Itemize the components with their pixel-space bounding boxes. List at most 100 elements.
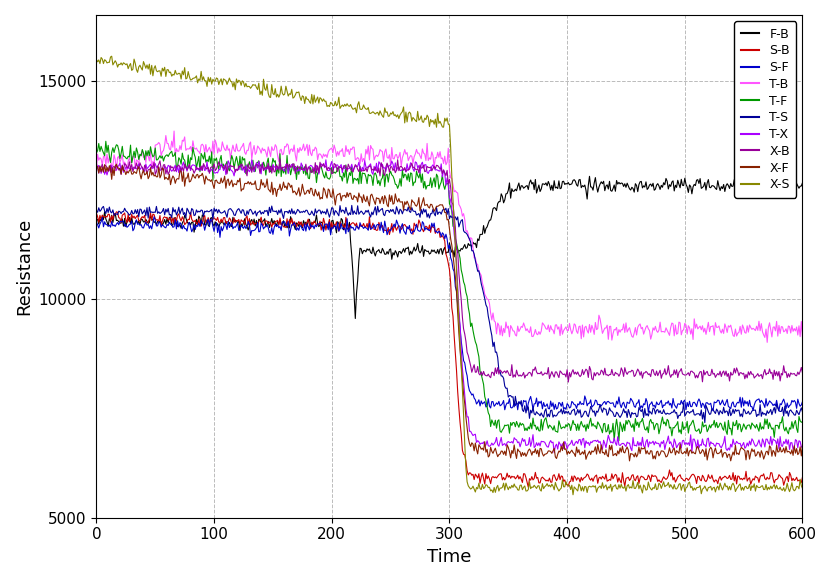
S-B <box>92 210 102 217</box>
T-B <box>225 145 235 152</box>
X-S <box>568 492 578 498</box>
Line: T-X: T-X <box>97 160 803 453</box>
F-B <box>753 183 763 190</box>
T-B <box>655 318 665 325</box>
T-S <box>798 408 808 415</box>
X-F <box>325 193 335 200</box>
T-S <box>700 419 710 426</box>
T-F <box>325 173 335 180</box>
X-B <box>223 163 233 170</box>
T-B <box>92 166 102 173</box>
T-S <box>655 407 665 414</box>
T-B <box>798 334 808 341</box>
X-S <box>656 485 666 492</box>
S-F <box>149 213 159 220</box>
Line: T-F: T-F <box>97 141 803 441</box>
X-B <box>753 370 763 377</box>
X-B <box>563 379 573 386</box>
T-S <box>347 202 357 209</box>
Line: S-B: S-B <box>97 212 803 487</box>
T-B <box>136 150 146 157</box>
T-F <box>101 138 111 145</box>
S-F <box>92 218 102 225</box>
S-F <box>798 398 808 405</box>
X-F <box>656 447 666 454</box>
T-S <box>777 404 787 411</box>
T-F <box>225 167 235 174</box>
T-X <box>549 449 559 456</box>
T-F <box>798 418 808 425</box>
Y-axis label: Resistance: Resistance <box>15 218 33 315</box>
T-X <box>325 162 335 168</box>
T-X <box>798 443 808 450</box>
X-B <box>92 160 102 167</box>
S-F <box>643 409 653 416</box>
S-B <box>753 475 763 482</box>
Line: F-B: F-B <box>97 176 803 318</box>
X-S <box>92 56 102 63</box>
Line: X-B: X-B <box>97 159 803 382</box>
F-B <box>585 173 595 180</box>
T-B <box>169 128 179 135</box>
X-F <box>137 170 147 177</box>
S-B <box>798 474 808 480</box>
T-B <box>751 323 761 330</box>
T-F <box>656 419 666 426</box>
Line: X-S: X-S <box>97 56 803 495</box>
S-F <box>325 231 335 238</box>
X-F <box>111 161 121 168</box>
X-S <box>225 74 235 81</box>
S-B <box>656 479 666 486</box>
X-F <box>798 440 808 447</box>
T-F <box>137 146 147 153</box>
X-S <box>798 485 808 492</box>
T-F <box>614 437 624 444</box>
S-B <box>111 209 121 216</box>
F-B <box>777 182 787 189</box>
T-X <box>656 439 666 446</box>
X-axis label: Time: Time <box>428 548 472 566</box>
X-F <box>625 457 635 464</box>
T-S <box>223 207 233 214</box>
F-B <box>656 182 666 189</box>
X-S <box>137 67 147 74</box>
T-F <box>777 413 787 420</box>
X-S <box>753 483 763 490</box>
T-S <box>324 214 334 221</box>
T-X <box>777 443 787 450</box>
X-S <box>106 53 116 60</box>
S-B <box>225 214 235 221</box>
S-F <box>136 221 146 228</box>
S-B <box>777 475 787 482</box>
T-B <box>777 324 787 331</box>
F-B <box>350 315 360 322</box>
T-X <box>321 156 331 163</box>
F-B <box>798 179 808 186</box>
X-F <box>92 163 102 170</box>
Line: X-F: X-F <box>97 164 803 461</box>
S-F <box>753 396 763 403</box>
S-B <box>325 224 335 231</box>
T-S <box>136 206 146 213</box>
X-B <box>656 375 666 382</box>
T-F <box>92 149 102 156</box>
T-X <box>753 440 763 447</box>
S-F <box>656 397 666 404</box>
T-X <box>136 164 146 171</box>
X-F <box>225 182 235 189</box>
S-F <box>225 224 235 231</box>
S-B <box>137 213 147 220</box>
Line: T-S: T-S <box>97 206 803 422</box>
F-B <box>136 216 146 223</box>
X-B <box>136 163 146 170</box>
Line: S-F: S-F <box>97 217 803 413</box>
X-B <box>798 370 808 376</box>
X-B <box>325 165 335 172</box>
F-B <box>324 217 334 224</box>
Legend: F-B, S-B, S-F, T-B, T-F, T-S, T-X, X-B, X-F, X-S: F-B, S-B, S-F, T-B, T-F, T-S, T-X, X-B, … <box>735 21 796 198</box>
X-F <box>777 448 787 455</box>
X-S <box>777 487 787 494</box>
T-X <box>92 165 102 172</box>
S-B <box>523 484 533 491</box>
T-S <box>753 411 763 418</box>
